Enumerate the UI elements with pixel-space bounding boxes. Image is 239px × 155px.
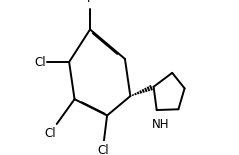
Text: NH: NH xyxy=(152,118,169,131)
Text: Cl: Cl xyxy=(45,127,56,140)
Text: Cl: Cl xyxy=(34,55,46,69)
Text: F: F xyxy=(87,0,93,5)
Text: Cl: Cl xyxy=(98,144,109,155)
